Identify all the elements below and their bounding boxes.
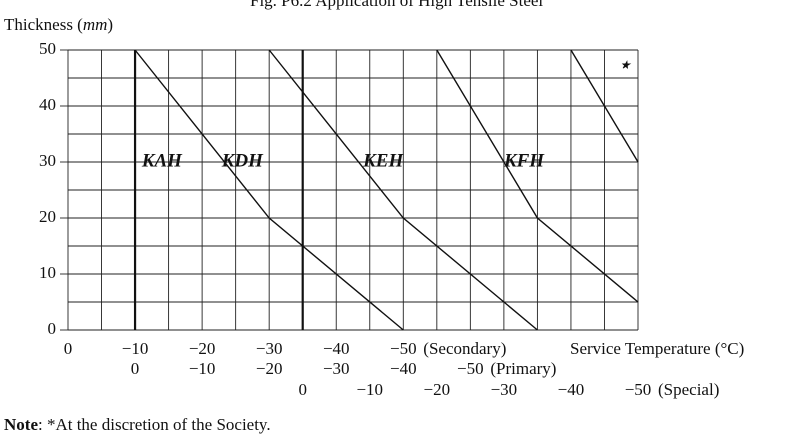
note-label: Note bbox=[4, 415, 38, 434]
x-tick-label: 0 bbox=[131, 359, 140, 378]
x-tick-label: 0 bbox=[298, 380, 307, 399]
y-tick-label: 20 bbox=[39, 207, 56, 226]
y-tick-label: 30 bbox=[39, 151, 56, 170]
y-axis-label: Thickness (mm) bbox=[4, 15, 113, 34]
annotation: ⋆ bbox=[619, 55, 632, 76]
annotation: KEH bbox=[362, 150, 404, 171]
boundary-line bbox=[436, 49, 639, 303]
scale-name: (Secondary) bbox=[423, 339, 506, 358]
y-label-part: ) bbox=[107, 15, 113, 34]
note: Note: *At the discretion of the Society. bbox=[4, 415, 271, 434]
boundary-line bbox=[268, 49, 538, 331]
note-text: : *At the discretion of the Society. bbox=[38, 415, 271, 434]
x-axis-label: Service Temperature (°C) bbox=[570, 339, 744, 358]
scale-name: (Primary) bbox=[490, 359, 556, 378]
x-tick-label: −10 bbox=[356, 380, 383, 399]
x-tick-label: −10 bbox=[189, 359, 216, 378]
x-tick-label: −40 bbox=[558, 380, 585, 399]
x-tick-label: −30 bbox=[491, 380, 518, 399]
x-tick-label: −40 bbox=[323, 339, 350, 358]
x-tick-label: −20 bbox=[424, 380, 451, 399]
scale-name: (Special) bbox=[658, 380, 719, 399]
chart-title: Fig. P6.2 Application of High Tensile St… bbox=[250, 0, 543, 10]
annotation: KDH bbox=[221, 150, 264, 171]
x-tick-label: −30 bbox=[256, 339, 283, 358]
boundary-line bbox=[134, 49, 404, 331]
x-tick-label: −50 bbox=[390, 339, 417, 358]
annotation: KAH bbox=[141, 150, 183, 171]
y-label-unit: mm bbox=[83, 15, 108, 34]
x-tick-label: −10 bbox=[122, 339, 149, 358]
x-tick-label: −50 bbox=[457, 359, 484, 378]
y-tick-label: 40 bbox=[39, 95, 56, 114]
boundary-line bbox=[570, 49, 639, 163]
y-tick-label: 0 bbox=[48, 319, 57, 338]
x-tick-label: −40 bbox=[390, 359, 417, 378]
x-tick-label: −20 bbox=[256, 359, 283, 378]
y-tick-label: 50 bbox=[39, 39, 56, 58]
y-label-part: Thickness ( bbox=[4, 15, 83, 34]
x-tick-label: −20 bbox=[189, 339, 216, 358]
annotation: KFH bbox=[503, 150, 545, 171]
x-tick-label: −30 bbox=[323, 359, 350, 378]
x-tick-label: 0 bbox=[64, 339, 73, 358]
x-tick-label: −50 bbox=[625, 380, 652, 399]
y-tick-label: 10 bbox=[39, 263, 56, 282]
